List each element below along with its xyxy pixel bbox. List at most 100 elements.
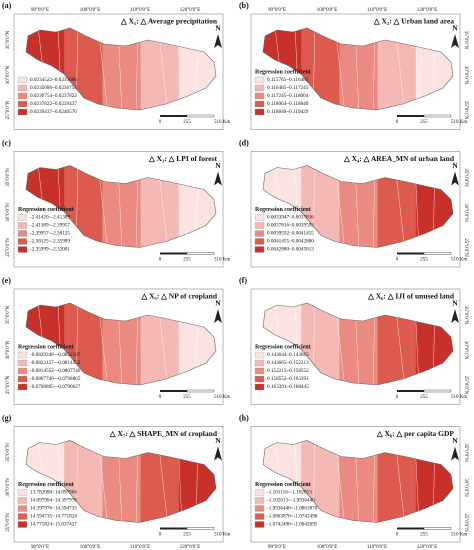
scale-bar-half <box>423 389 452 393</box>
legend-swatch <box>17 230 28 237</box>
legend-label: -2.35999~-2.32001 <box>30 247 70 253</box>
legend-swatch <box>254 84 265 92</box>
basin-outline <box>262 302 454 386</box>
latitude-label: 35°0'0"N <box>6 443 11 462</box>
legend-label: 0.158552~0.163391 <box>267 376 309 382</box>
panel-label: (e) <box>2 276 11 285</box>
longitude-label: 90°0'0"E <box>31 545 49 550</box>
basin-outline <box>25 165 217 248</box>
scale-label: 255 <box>183 395 191 400</box>
basin-outline <box>25 440 217 523</box>
panel-title: △ X₂: △ Urban land area <box>373 17 454 26</box>
legend-title: Regression coefficient <box>18 207 74 213</box>
scale-label: 255 <box>420 258 428 263</box>
latitude-label: 35°0'0"N <box>463 31 468 50</box>
north-label: N <box>215 436 221 445</box>
legend-swatch <box>254 76 265 84</box>
legend-swatch <box>254 521 265 528</box>
legend-label: -2.39957~-2.38125 <box>30 231 70 237</box>
latitude-label: 25°0'0"N <box>6 238 11 257</box>
north-arrow <box>214 171 222 186</box>
scale-label: 510 Km <box>214 533 230 538</box>
latitude-label: 25°0'0"N <box>463 376 468 395</box>
basin-outline <box>262 440 454 523</box>
legend-label: 0.116485~0.117245 <box>267 85 309 91</box>
scale-label: 0 <box>159 395 162 400</box>
legend-title: Regression coefficient <box>255 482 311 488</box>
scale-bar-half <box>186 114 215 118</box>
legend-label: 0.118064~0.118840 <box>267 101 309 107</box>
panel-label: (f) <box>239 276 247 285</box>
legend-label: -2.41389~-2.39957 <box>30 223 70 229</box>
latitude-label: 35°0'0"N <box>463 306 468 325</box>
latitude-label: 25°0'0"N <box>6 100 11 119</box>
panel-label: (d) <box>239 138 249 147</box>
latitude-label: 30°0'0"N <box>463 478 468 497</box>
legend-swatch <box>254 383 265 391</box>
legend-swatch <box>17 383 28 391</box>
legend-swatch <box>17 76 28 84</box>
legend-label: -0.0829346~-0.0822127 <box>30 352 81 358</box>
legend-label: 0.0236754~0.0237822 <box>30 93 77 99</box>
legend-swatch <box>17 521 28 528</box>
longitude-label: 90°0'0"E <box>268 545 286 550</box>
legend-swatch <box>254 375 265 383</box>
legend-label: -0.0807746~-0.0798805 <box>30 376 81 382</box>
legend-swatch <box>254 238 265 245</box>
legend-swatch <box>17 351 28 359</box>
north-arrow <box>451 171 459 186</box>
panel: (e) △ X₅: △ NP of cropland 35°0'0"N 30°0'0"… <box>2 276 230 405</box>
panel-title: △ X₅: △ NP of cropland <box>140 292 217 301</box>
panel-title: △ X₃: △ LPI of forest <box>148 154 218 163</box>
legend-label: -0.0798805~-0.0790627 <box>30 384 81 390</box>
panel-label: (h) <box>239 413 249 422</box>
north-arrow <box>214 34 222 48</box>
legend-swatch <box>17 359 28 367</box>
scale-label: 510 Km <box>451 395 467 400</box>
longitude-label: 120°0'0"E <box>417 545 438 550</box>
panel-title: △ X₁: △ Average precipitation <box>120 17 218 26</box>
panel: (h) △ X₈: △ per capita GDP 90°0'0"E 100°0'0… <box>239 413 468 550</box>
legend-swatch <box>17 100 28 108</box>
legend-label: -2.38125~-2.35999 <box>30 239 70 245</box>
legend-label: -1.0863870~-1.0742490 <box>267 514 318 520</box>
panel: (d) △ X₄: △ AREA_MN of urban land 35°0'0"N… <box>239 138 468 268</box>
north-label: N <box>215 161 221 170</box>
longitude-label: 100°0'0"E <box>317 8 338 13</box>
latitude-label: 35°0'0"N <box>463 168 468 187</box>
longitude-label: 110°0'0"E <box>367 545 387 550</box>
latitude-label: 25°0'0"N <box>6 513 11 532</box>
longitude-label: 100°0'0"E <box>317 545 338 550</box>
basin-outline <box>262 165 454 248</box>
panel-label: (b) <box>239 1 249 10</box>
basin-outline <box>25 27 217 111</box>
legend-label: 0.143665~0.152213 <box>267 360 309 366</box>
latitude-label: 35°0'0"N <box>6 30 11 49</box>
longitude-label: 100°0'0"E <box>80 8 101 13</box>
legend-swatch <box>254 92 265 100</box>
legend-swatch <box>254 351 265 359</box>
scale-bar-half <box>423 114 452 118</box>
longitude-label: 120°0'0"E <box>180 8 201 13</box>
north-label: N <box>215 24 221 33</box>
longitude-label: 110°0'0"E <box>367 8 387 13</box>
legend-title: Regression coefficient <box>255 207 311 213</box>
scale-label: 0 <box>396 258 399 263</box>
legend-label: 0.0037816~0.0039592 <box>267 223 314 229</box>
north-arrow <box>451 309 459 323</box>
longitude-label: 100°0'0"E <box>80 545 101 550</box>
north-label: N <box>452 299 458 308</box>
north-label: N <box>452 436 458 445</box>
scale-label: 510 Km <box>214 120 230 125</box>
legend-label: 0.152213~0.158552 <box>267 368 309 374</box>
legend-label: 0.118840~0.119429 <box>267 109 309 115</box>
latitude-label: 30°0'0"N <box>6 203 11 222</box>
latitude-label: 30°0'0"N <box>6 340 11 359</box>
basin-outline <box>25 302 217 386</box>
scale-label: 255 <box>420 533 428 538</box>
latitude-label: 30°0'0"N <box>463 203 468 222</box>
scale-label: 255 <box>183 533 191 538</box>
scale-label: 510 Km <box>451 258 467 263</box>
